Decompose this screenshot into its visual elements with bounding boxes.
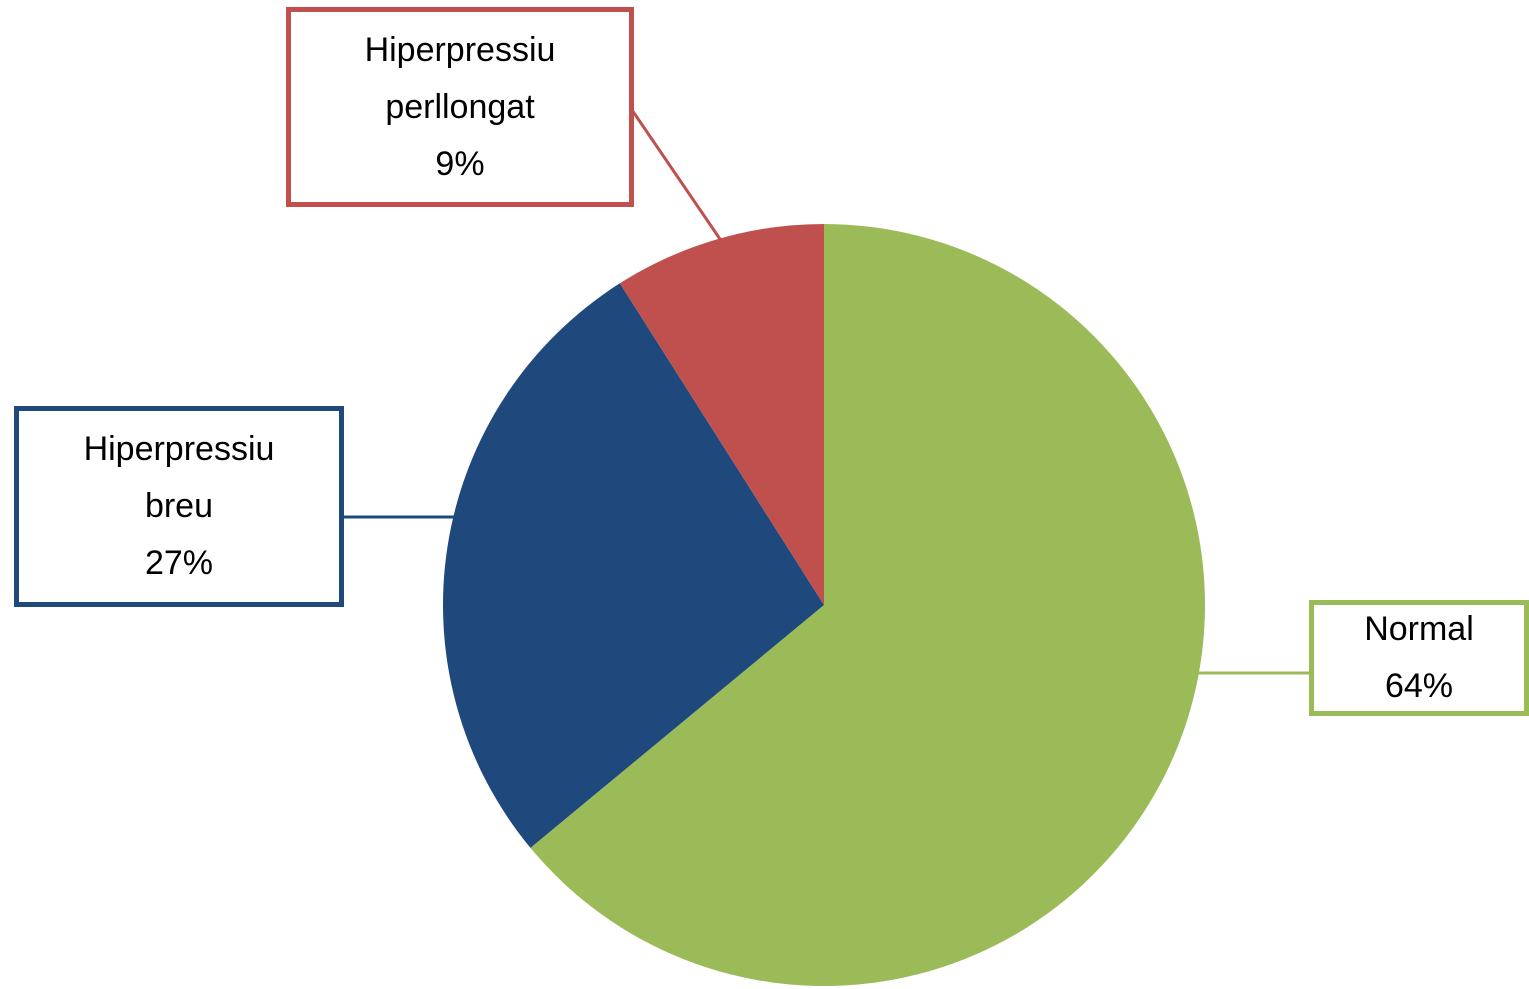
value-label: 64% [1384,667,1454,705]
data-label-box: Hiperpressiu breu 27% [14,406,344,607]
data-label-box: Normal 64% [1309,600,1529,716]
leader-line [630,109,724,243]
category-label: Hiperpressiu breu [83,430,275,525]
value-label: 27% [144,544,214,582]
pie-slice [619,224,824,605]
pie-slice [530,224,1205,986]
value-label: 9% [435,144,485,183]
category-label: Hiperpressiu perllongat [364,30,556,126]
category-label: Normal [1364,610,1474,648]
pie-slice [443,283,824,848]
data-label-box: Hiperpressiu perllongat 9% [286,7,634,207]
